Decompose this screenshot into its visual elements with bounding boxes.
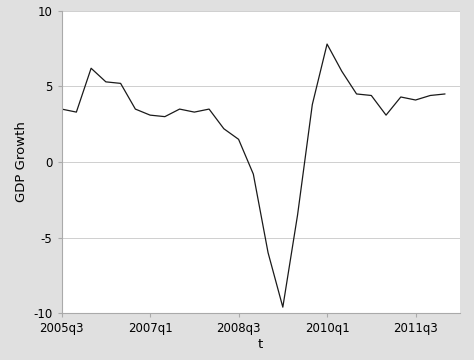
X-axis label: t: t bbox=[258, 338, 264, 351]
Y-axis label: GDP Growth: GDP Growth bbox=[15, 122, 28, 202]
